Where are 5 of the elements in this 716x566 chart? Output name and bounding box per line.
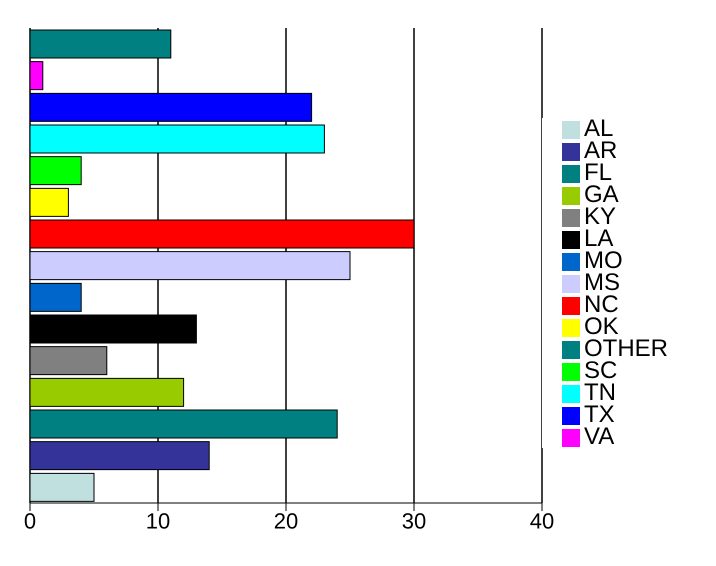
x-tick-label: 30	[402, 508, 426, 534]
x-tick-label: 10	[146, 508, 170, 534]
x-tick-label: 40	[530, 508, 554, 534]
x-tick-label: 20	[274, 508, 298, 534]
x-tick-label: 0	[24, 508, 36, 534]
